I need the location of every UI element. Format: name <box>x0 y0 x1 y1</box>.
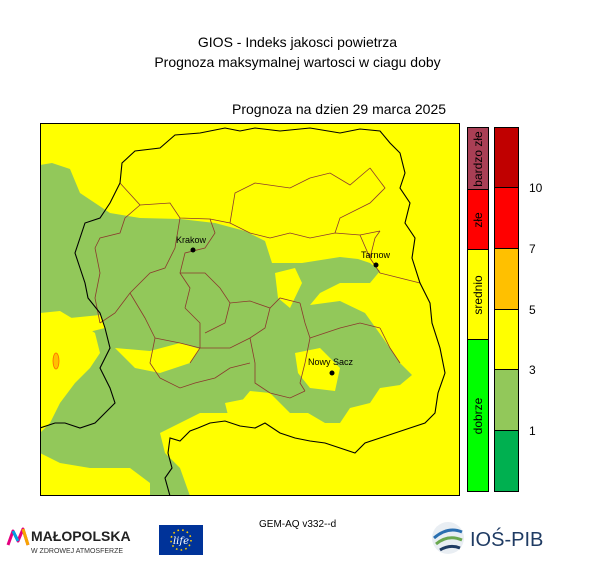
malopolska-logo-text: MAŁOPOLSKA <box>31 528 131 544</box>
legend-category-label: bardzo złe <box>471 130 485 187</box>
forecast-map: Krakow Tarnow Nowy Sacz <box>40 123 460 496</box>
scale-band-bad <box>494 188 519 249</box>
legend-category-label: dobrze <box>471 397 485 434</box>
malopolska-logo: MAŁOPOLSKA W ZDROWEJ ATMOSFERZE life <box>6 523 206 564</box>
city-krakow: Krakow <box>176 235 207 253</box>
voivodeship-border <box>40 127 446 496</box>
scale-band-sufficient <box>494 249 519 310</box>
yellow-island-3 <box>70 315 105 333</box>
legend-category-good: dobrze <box>467 340 489 492</box>
ios-pib-logo: IOŚ-PIB <box>430 518 570 563</box>
scale-tick-3: 3 <box>529 363 536 377</box>
city-label-nowy-sacz: Nowy Sacz <box>308 357 354 367</box>
legend-category-medium: srednio <box>467 250 489 340</box>
scale-band-very-bad <box>494 127 519 188</box>
yellow-island-8 <box>190 421 215 441</box>
map-green-zones <box>40 163 412 496</box>
forecast-date: Prognoza na dzien 29 marca 2025 <box>232 101 447 117</box>
scale-tick-10: 10 <box>529 181 543 195</box>
ios-pib-logo-text: IOŚ-PIB <box>470 527 543 551</box>
scale-tick-5: 5 <box>529 303 536 317</box>
yellow-island-6 <box>40 453 150 496</box>
legend-category-bad: złe <box>467 190 489 250</box>
page-subtitle: Prognoza maksymalnej wartosci w ciagu do… <box>154 54 441 70</box>
page-title: GIOS - Indeks jakosci powietrza <box>197 34 398 50</box>
scale-band-moderate <box>494 310 519 370</box>
district-borders <box>94 167 421 399</box>
city-label-tarnow: Tarnow <box>361 250 391 260</box>
scale-tick-1: 1 <box>529 424 536 438</box>
life-logo-text: life <box>173 536 189 547</box>
city-label-krakow: Krakow <box>176 235 207 245</box>
ios-pib-mark-icon <box>432 522 464 554</box>
yellow-island-5 <box>275 268 302 308</box>
city-tarnow: Tarnow <box>361 250 391 268</box>
scale-band-very-good <box>494 431 519 492</box>
malopolska-logo-subtext: W ZDROWEJ ATMOSFERZE <box>31 548 123 555</box>
model-version: GEM-AQ v332--d <box>259 519 337 530</box>
yellow-island-2 <box>115 343 200 373</box>
city-nowy-sacz: Nowy Sacz <box>308 357 354 376</box>
scale-tick-7: 7 <box>529 242 536 256</box>
map-frame <box>40 123 460 496</box>
eu-flag-icon: life <box>159 525 203 555</box>
legend-category-label: złe <box>471 211 485 228</box>
malopolska-mark-icon <box>6 527 30 546</box>
legend-category-very-bad: bardzo złe <box>467 127 489 190</box>
scale-band-good <box>494 370 519 431</box>
orange-spot <box>52 352 60 370</box>
yellow-island-1 <box>40 311 100 433</box>
legend-category-label: srednio <box>471 274 485 315</box>
green-zone-west <box>40 163 412 496</box>
